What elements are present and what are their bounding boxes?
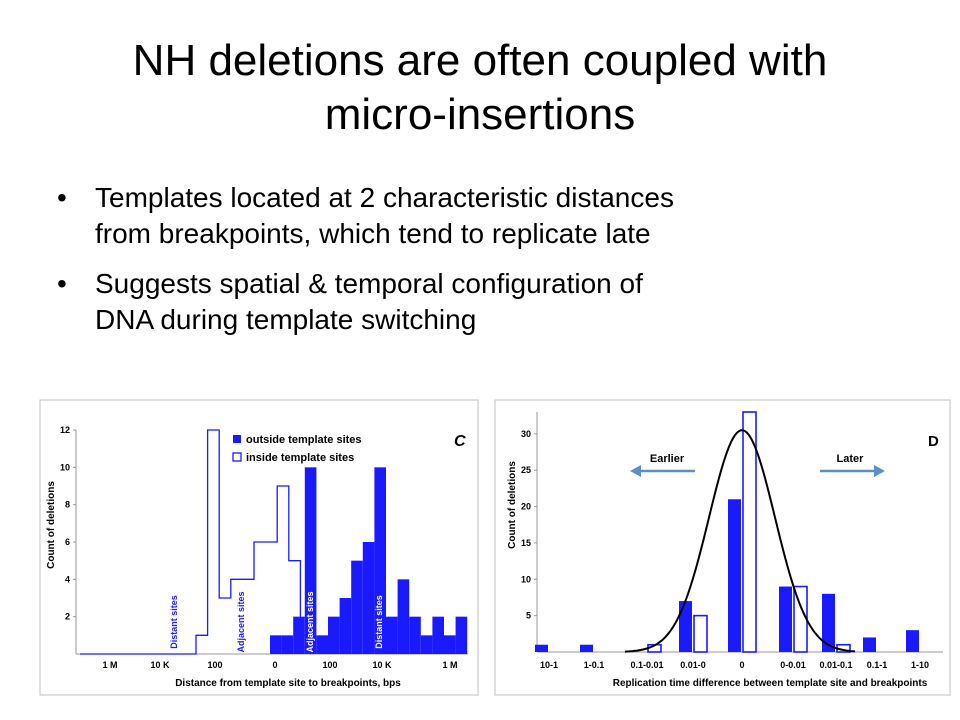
chart-d: Count of deletions Replication time diff… [494, 399, 951, 696]
chart-c-bar-outside [270, 635, 282, 654]
chart-c-annotation: Adjacent sites [236, 591, 246, 652]
chart-d-x-tick-label: 0.1-0.01 [630, 660, 663, 670]
chart-c-bar-outside [455, 616, 468, 654]
bullet-dot: • [57, 268, 67, 299]
chart-c-bar-outside [374, 467, 386, 654]
chart-c-bar-outside [281, 635, 294, 654]
chart-d-x-tick-label: 10-1 [540, 660, 558, 670]
chart-c-bar-outside [420, 635, 433, 654]
chart-d-xlabel: Replication time difference between temp… [613, 678, 928, 689]
chart-c-bar-outside [362, 542, 375, 654]
bullet-2-line-1: Suggests spatial & temporal configuratio… [95, 268, 643, 299]
chart-d-x-tick-label: 0.01-0.1 [819, 660, 852, 670]
chart-d-arrow-earlier-head [630, 465, 641, 477]
chart-c-bar-outside [409, 616, 421, 654]
chart-d-fit-curve [624, 429, 856, 653]
chart-d-bar-filled [822, 593, 835, 652]
chart-c-y-tick-label: 10 [60, 462, 70, 472]
chart-c-bar-outside [397, 579, 410, 654]
legend-swatch-inside [232, 452, 242, 462]
chart-c-y-tick-label: 8 [65, 500, 70, 510]
chart-c-x-tick-label: 1 M [102, 660, 117, 670]
chart-c-annotation: Distant sites [374, 595, 384, 649]
chart-d-y-tick-label: 15 [521, 538, 531, 548]
bullet-1-line-1: Templates located at 2 characteristic di… [95, 182, 674, 213]
chart-c-panel-label: C [454, 433, 466, 450]
chart-d-bar-filled [535, 644, 548, 652]
chart-c-y-tick-label: 4 [65, 574, 70, 584]
chart-c-x-tick-label: 10 K [372, 660, 392, 670]
chart-d-y-tick-label: 20 [521, 502, 531, 512]
title-line-2: micro-insertions [324, 90, 636, 139]
chart-c-bar-outside [339, 598, 352, 654]
chart-d-ylabel: Count of deletions [507, 461, 518, 549]
chart-c-bar-outside [444, 635, 456, 654]
chart-c-y-tick-label: 12 [60, 425, 70, 435]
chart-c-x-tick-label: 10 K [150, 660, 170, 670]
chart-d-x-tick-label: 0-0.01 [780, 660, 806, 670]
chart-d-x-tick-label: 0.1-1 [867, 660, 888, 670]
slide-title: NH deletions are often coupled with micr… [0, 34, 960, 142]
chart-d-x-tick-label: 0.01-0 [680, 660, 706, 670]
bullet-dot: • [57, 182, 67, 213]
chart-d-y-tick-label: 30 [521, 429, 531, 439]
chart-c-x-tick-label: 0 [272, 660, 277, 670]
bullet-2-line-2: DNA during template switching [95, 304, 477, 335]
chart-c-y-tick-label: 6 [65, 537, 70, 547]
chart-d-annotation-later: Later [837, 453, 865, 465]
chart-d-bar-filled [906, 630, 919, 652]
chart-c: Count of deletions Distance from templat… [39, 399, 479, 696]
bullet-1-line-2: from breakpoints, which tend to replicat… [95, 218, 651, 249]
chart-d-bar-filled [679, 601, 692, 652]
chart-d-x-tick-label: 0 [739, 660, 744, 670]
chart-d-bar-filled [580, 644, 593, 652]
legend-swatch-outside [233, 435, 241, 443]
chart-c-series-inside [80, 429, 312, 655]
chart-c-y-tick-label: 2 [65, 612, 70, 622]
chart-c-ylabel: Count of deletions [46, 481, 57, 569]
chart-c-annotation: Adjacent sites [305, 591, 315, 652]
chart-d-annotation-earlier: Earlier [650, 453, 685, 465]
chart-d-bar-outline [742, 411, 757, 653]
chart-d-bar-filled [779, 586, 792, 652]
chart-d-bar-outline [693, 614, 708, 653]
chart-d-panel-label: D [928, 433, 939, 450]
chart-d-y-tick-label: 25 [521, 465, 531, 475]
chart-c-bar-outside [432, 616, 444, 654]
chart-c-bar-outside [351, 560, 363, 654]
chart-c-bar-outside [316, 635, 328, 654]
chart-c-bar-outside [328, 616, 340, 654]
bullet-list: • Templates located at 2 characteristic … [52, 180, 912, 352]
chart-c-x-tick-label: 1 M [442, 660, 457, 670]
chart-c-xlabel: Distance from template site to breakpoin… [175, 678, 401, 689]
chart-c-bar-outside [304, 467, 317, 654]
chart-d-y-tick-label: 5 [526, 611, 531, 621]
chart-d-x-tick-label: 1-0.1 [584, 660, 605, 670]
chart-c-x-tick-label: 100 [322, 660, 337, 670]
chart-c-annotation: Distant sites [169, 595, 179, 649]
chart-d-bar-filled [728, 499, 741, 652]
chart-d-frame [494, 399, 951, 696]
legend-label-outside: outside template sites [246, 434, 362, 446]
chart-c-x-tick-label: 100 [207, 660, 222, 670]
chart-c-bar-outside [293, 616, 305, 654]
bullet-item: • Templates located at 2 characteristic … [52, 180, 912, 252]
title-line-1: NH deletions are often coupled with [132, 36, 828, 85]
legend-label-inside: inside template sites [246, 452, 354, 464]
chart-d-x-tick-label: 1-10 [911, 660, 929, 670]
chart-d-bar-filled [863, 637, 876, 652]
chart-c-bar-outside [386, 616, 398, 654]
bullet-item: • Suggests spatial & temporal configurat… [52, 266, 912, 338]
chart-d-arrow-later-head [874, 465, 885, 477]
chart-d-y-tick-label: 10 [521, 574, 531, 584]
